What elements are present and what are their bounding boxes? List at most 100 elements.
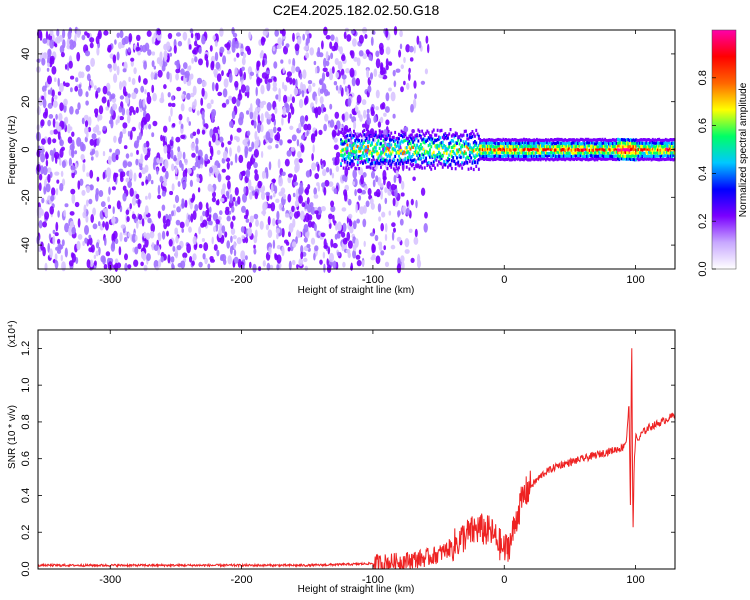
y-tick-label: 0.0 bbox=[20, 561, 32, 576]
heatmap-cell bbox=[413, 80, 417, 89]
heatmap-cell bbox=[400, 255, 405, 263]
heatmap-cell bbox=[266, 81, 271, 92]
heatmap-cell bbox=[335, 71, 340, 79]
heatmap-cell bbox=[84, 237, 88, 244]
heatmap-cell bbox=[662, 157, 664, 161]
heatmap-cell bbox=[74, 85, 79, 92]
heatmap-cell bbox=[382, 143, 385, 147]
heatmap-cell bbox=[638, 141, 641, 145]
heatmap-cell bbox=[457, 138, 460, 142]
heatmap-cell bbox=[374, 143, 377, 147]
heatmap-cell bbox=[72, 40, 77, 48]
heatmap-cell bbox=[345, 166, 348, 170]
heatmap-cell bbox=[512, 157, 515, 161]
heatmap-cell bbox=[578, 148, 581, 152]
x-tick-label: -300 bbox=[99, 274, 121, 286]
heatmap-cell bbox=[517, 138, 520, 143]
heatmap-cell bbox=[543, 156, 546, 161]
heatmap-cell bbox=[570, 148, 573, 152]
heatmap-cell bbox=[296, 139, 300, 147]
heatmap-cell bbox=[55, 113, 58, 120]
heatmap-cell bbox=[400, 133, 403, 137]
heatmap-cell bbox=[443, 144, 445, 148]
heatmap-cell bbox=[476, 151, 479, 155]
heatmap-cell bbox=[449, 162, 452, 166]
heatmap-cell bbox=[140, 85, 145, 93]
heatmap-cell bbox=[530, 147, 533, 151]
heatmap-cell bbox=[544, 148, 547, 152]
heatmap-cell bbox=[592, 138, 595, 142]
heatmap-cell bbox=[635, 148, 637, 152]
heatmap-cell bbox=[667, 144, 670, 148]
heatmap-cell bbox=[369, 162, 372, 166]
heatmap-cell bbox=[170, 107, 173, 117]
heatmap-cell bbox=[390, 165, 393, 169]
heatmap-cell bbox=[94, 108, 99, 115]
heatmap-cell bbox=[432, 140, 435, 145]
heatmap-cell bbox=[400, 64, 404, 70]
x-tick-label: 100 bbox=[626, 574, 644, 586]
heatmap-cell bbox=[36, 58, 41, 63]
heatmap-cell bbox=[311, 162, 317, 171]
heatmap-cell bbox=[69, 211, 75, 216]
heatmap-cell bbox=[600, 150, 603, 154]
heatmap-cell bbox=[435, 133, 438, 137]
heatmap-cell bbox=[388, 61, 393, 66]
heatmap-cell bbox=[440, 128, 443, 132]
heatmap-cell bbox=[573, 147, 576, 151]
heatmap-cell bbox=[528, 154, 531, 158]
heatmap-cell bbox=[620, 138, 623, 142]
heatmap-cell bbox=[186, 243, 192, 254]
heatmap-cell bbox=[377, 134, 380, 138]
heatmap-cell bbox=[629, 142, 632, 146]
heatmap-cell bbox=[663, 139, 666, 143]
heatmap-cell bbox=[55, 246, 60, 251]
heatmap-cell bbox=[194, 204, 199, 212]
heatmap-cell bbox=[654, 157, 657, 161]
colorbar-tick-label: 0.4 bbox=[697, 166, 709, 181]
heatmap-cell bbox=[283, 45, 288, 55]
heatmap-cell bbox=[55, 221, 59, 232]
heatmap-cell bbox=[434, 166, 436, 170]
heatmap-cell bbox=[123, 35, 129, 45]
heatmap-cell bbox=[363, 148, 366, 152]
heatmap-cell bbox=[375, 106, 379, 111]
heatmap-cell bbox=[450, 145, 453, 150]
heatmap-cell bbox=[172, 245, 176, 252]
heatmap-cell bbox=[425, 156, 427, 160]
heatmap-cell bbox=[376, 150, 379, 154]
heatmap-cell bbox=[119, 232, 123, 242]
heatmap-cell bbox=[479, 154, 482, 158]
heatmap-cell bbox=[494, 145, 497, 149]
heatmap-cell bbox=[135, 158, 139, 166]
heatmap-cell bbox=[542, 144, 545, 148]
heatmap-cell bbox=[669, 142, 672, 146]
heatmap-cell bbox=[534, 151, 537, 155]
heatmap-cell bbox=[381, 159, 384, 163]
heatmap-cell bbox=[280, 59, 284, 64]
heatmap-cell bbox=[497, 157, 500, 161]
heatmap-cell bbox=[265, 131, 271, 141]
heatmap-cell bbox=[577, 153, 579, 158]
heatmap-cell bbox=[658, 151, 661, 155]
heatmap-cell bbox=[127, 130, 131, 137]
heatmap-cell bbox=[111, 152, 117, 163]
heatmap-cell bbox=[360, 159, 363, 164]
heatmap-cell bbox=[232, 196, 236, 202]
heatmap-cell bbox=[497, 137, 500, 142]
colorbar: 0.00.20.40.60.8 Normalized spectral ampl… bbox=[697, 29, 749, 277]
heatmap-cell bbox=[398, 145, 400, 149]
heatmap-cell bbox=[340, 162, 342, 166]
heatmap-cell bbox=[555, 154, 558, 158]
heatmap-cell bbox=[306, 130, 309, 137]
heatmap-cell bbox=[443, 160, 445, 164]
heatmap-cell bbox=[414, 160, 417, 164]
heatmap-cell bbox=[157, 184, 161, 195]
heatmap-cell bbox=[333, 130, 337, 137]
heatmap-cell bbox=[671, 154, 673, 158]
heatmap-cell bbox=[578, 144, 581, 148]
heatmap-cell bbox=[533, 151, 536, 155]
heatmap-cell bbox=[551, 147, 554, 151]
heatmap-cell bbox=[201, 129, 206, 135]
